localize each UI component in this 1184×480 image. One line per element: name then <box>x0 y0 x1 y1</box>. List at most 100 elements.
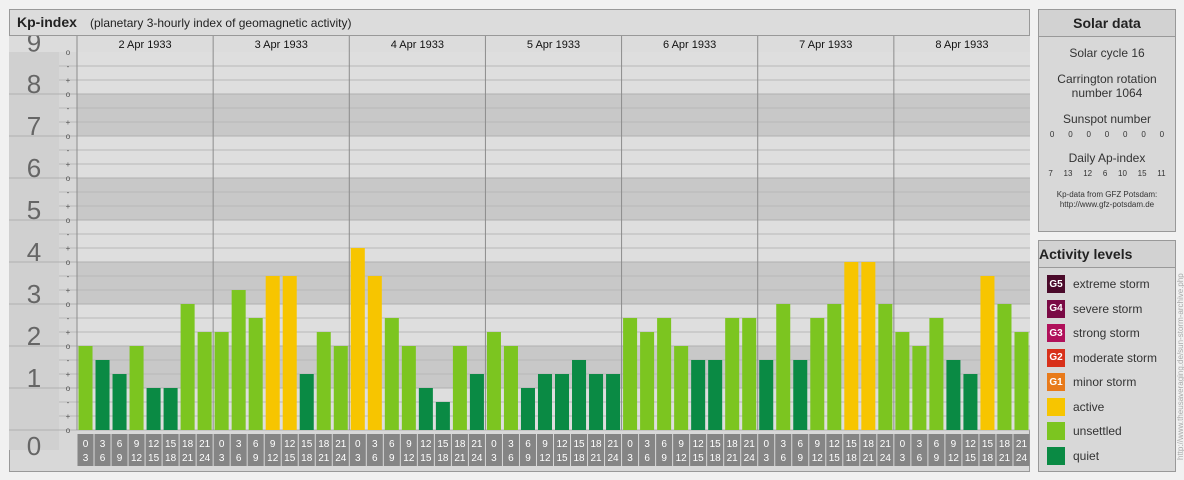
time-tick-box <box>247 434 264 466</box>
data-source-link[interactable]: http://www.gfz-potsdam.de <box>1059 200 1155 209</box>
time-tick-box <box>758 434 775 466</box>
time-tick-end: 21 <box>454 453 466 464</box>
time-tick-end: 3 <box>491 453 497 464</box>
time-tick-end: 24 <box>608 453 620 464</box>
kp-bar <box>129 346 144 430</box>
day-label: 4 Apr 1933 <box>391 39 444 51</box>
time-tick-box <box>213 434 230 466</box>
time-tick-start: 12 <box>148 439 160 450</box>
kp-bar <box>878 304 893 430</box>
time-tick-box <box>128 434 145 466</box>
chart-header: Kp-index (planetary 3-hourly index of ge… <box>9 9 1030 36</box>
time-tick-end: 9 <box>253 453 259 464</box>
time-tick-end: 12 <box>676 453 688 464</box>
time-tick-start: 3 <box>236 439 242 450</box>
time-tick-box <box>298 434 315 466</box>
kp-bar <box>503 346 518 430</box>
time-tick-box <box>145 434 162 466</box>
time-tick-box <box>792 434 809 466</box>
band-row <box>9 220 1030 262</box>
kp-bar <box>78 346 93 430</box>
band-row <box>9 178 1030 220</box>
kp-bar <box>95 359 110 430</box>
activity-level-moderate-storm: G2 moderate storm <box>1047 348 1157 368</box>
time-tick-end: 12 <box>812 453 824 464</box>
time-tick-end: 12 <box>948 453 960 464</box>
time-tick-end: 9 <box>525 453 531 464</box>
kp-bar <box>844 262 859 430</box>
ap-value: 6 <box>1102 169 1108 178</box>
activity-level-active: active <box>1047 397 1104 417</box>
activity-level-severe-storm: G4 severe storm <box>1047 299 1142 319</box>
time-tick-end: 24 <box>335 453 347 464</box>
time-tick-end: 21 <box>182 453 194 464</box>
band-row <box>9 52 1030 94</box>
band-row <box>9 136 1030 178</box>
kp-bar <box>401 346 416 430</box>
time-tick-start: 3 <box>917 439 923 450</box>
time-tick-end: 24 <box>880 453 892 464</box>
y-tick-label: 6 <box>27 153 41 183</box>
ap-value: 13 <box>1063 169 1073 178</box>
time-tick-start: 9 <box>678 439 684 450</box>
time-tick-start: 21 <box>608 439 620 450</box>
day-label: 8 Apr 1933 <box>935 39 988 51</box>
time-tick-start: 3 <box>372 439 378 450</box>
time-tick-start: 12 <box>693 439 705 450</box>
sunspot-value: 0 <box>1159 130 1165 139</box>
time-tick-box <box>860 434 877 466</box>
time-tick-box <box>1013 434 1030 466</box>
y-minor-label: - <box>67 104 70 113</box>
band-row <box>9 262 1030 304</box>
sunspot-values: 0 0 0 0 0 0 0 <box>1039 130 1175 139</box>
time-tick-end: 15 <box>965 453 977 464</box>
time-tick-box <box>383 434 400 466</box>
kp-bar <box>895 332 910 430</box>
y-tick-label: 5 <box>27 195 41 225</box>
time-tick-end: 9 <box>389 453 395 464</box>
day-label: 5 Apr 1933 <box>527 39 580 51</box>
time-tick-end: 18 <box>573 453 585 464</box>
activity-level-swatch: G1 <box>1047 373 1065 391</box>
activity-level-label: quiet <box>1073 448 1100 463</box>
activity-level-label: active <box>1073 399 1105 414</box>
day-label: 3 Apr 1933 <box>255 39 308 51</box>
time-tick-box <box>996 434 1013 466</box>
time-tick-box <box>230 434 247 466</box>
y-tick-label: 0 <box>27 431 41 461</box>
kp-bar <box>384 317 399 430</box>
time-tick-box <box>911 434 928 466</box>
kp-bar <box>691 359 706 430</box>
activity-level-label: extreme storm <box>1073 277 1150 291</box>
time-tick-end: 12 <box>403 453 415 464</box>
sunspot-label: Sunspot number <box>1062 112 1152 126</box>
time-tick-end: 9 <box>797 453 803 464</box>
sunspot-value: 0 <box>1104 130 1110 139</box>
y-minor-label: + <box>66 118 71 127</box>
activity-level-label: severe storm <box>1073 301 1143 316</box>
time-tick-start: 3 <box>100 439 106 450</box>
y-minor-label: + <box>66 160 71 169</box>
time-tick-box <box>775 434 792 466</box>
time-tick-box <box>468 434 485 466</box>
time-tick-end: 3 <box>763 453 769 464</box>
time-tick-box <box>622 434 639 466</box>
y-tick-label: 8 <box>27 69 41 99</box>
data-source-line1: Kp-data from GFZ Potsdam: <box>1056 190 1158 199</box>
kp-bar <box>214 332 229 430</box>
kp-bar <box>997 304 1012 430</box>
time-tick-box <box>400 434 417 466</box>
time-tick-end: 15 <box>829 453 841 464</box>
sunspot-value: 0 <box>1141 130 1146 139</box>
time-tick-end: 3 <box>83 453 89 464</box>
time-tick-end: 18 <box>301 453 313 464</box>
band-row <box>9 388 1030 430</box>
time-tick-box <box>894 434 911 466</box>
y-minor-label: o <box>66 132 71 141</box>
time-tick-start: 15 <box>710 439 722 450</box>
kp-bar <box>146 388 161 430</box>
y-minor-label: - <box>67 398 70 407</box>
kp-bar <box>112 374 127 430</box>
activity-level-label: moderate storm <box>1073 350 1158 365</box>
time-tick-box <box>962 434 979 466</box>
